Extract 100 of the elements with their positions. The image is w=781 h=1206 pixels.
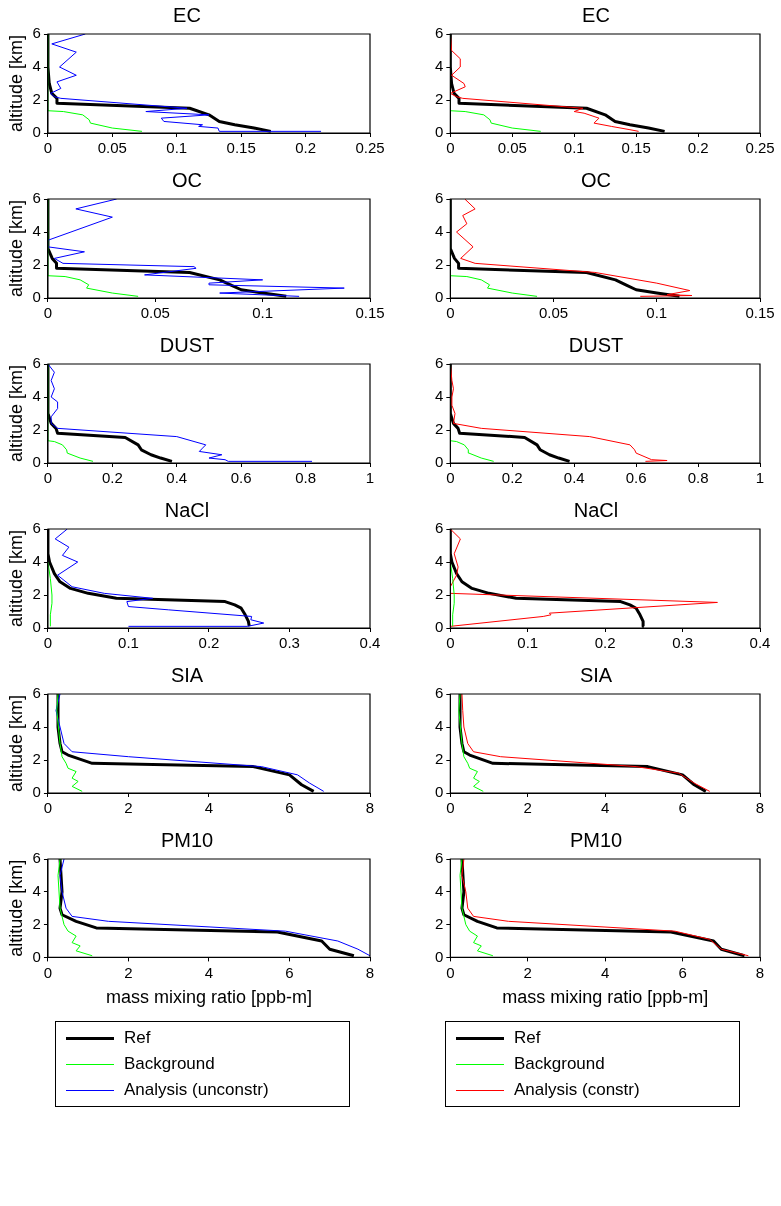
y-tick-label: 6 [435, 849, 444, 867]
x-tick-label: 0.25 [355, 139, 385, 157]
x-tick-label: 4 [601, 963, 610, 981]
x-tick-label: 2 [523, 963, 532, 981]
y-tick-label: 6 [32, 849, 41, 867]
x-axis-title: mass mixing ratio [ppb-m] [105, 987, 312, 1008]
x-tick-label: 0.1 [252, 304, 274, 322]
y-tick-label: 0 [32, 783, 41, 801]
y-tick-label: 4 [32, 57, 41, 75]
y-tick-label: 4 [435, 717, 444, 735]
y-tick-label: 2 [32, 90, 41, 108]
x-tick-label: 8 [755, 963, 765, 981]
x-tick-label: 0.1 [517, 634, 539, 652]
x-tick-label: 0 [43, 304, 53, 322]
x-tick-label: 0.05 [538, 304, 569, 322]
x-tick-label: 0 [446, 469, 455, 487]
chart-title: DUST [159, 333, 215, 356]
x-tick-label: 8 [365, 963, 375, 981]
chart-title: OC [581, 168, 611, 191]
y-tick-label: 4 [435, 222, 444, 240]
x-tick-label: 0.2 [295, 139, 317, 157]
y-tick-label: 6 [435, 354, 444, 372]
chart-title: EC [173, 3, 201, 26]
x-tick-label: 0.25 [745, 139, 775, 157]
y-tick-label: 0 [32, 123, 41, 141]
y-tick-label: 6 [435, 519, 444, 537]
x-tick-label: 0 [43, 634, 53, 652]
y-tick-label: 6 [435, 684, 444, 702]
x-tick-label: 0.2 [501, 469, 523, 487]
chart-title: NaCl [573, 498, 619, 521]
x-tick-label: 0 [446, 634, 455, 652]
y-tick-label: 2 [32, 255, 41, 273]
x-tick-label: 2 [124, 799, 133, 817]
x-tick-label: 0.4 [563, 469, 585, 487]
y-tick-label: 0 [32, 453, 41, 471]
y-tick-label: 0 [435, 123, 444, 141]
y-tick-label: 2 [435, 750, 444, 768]
x-tick-label: 0.2 [687, 139, 709, 157]
x-tick-label: 0 [43, 469, 53, 487]
x-tick-label: 0.1 [563, 139, 585, 157]
y-tick-label: 4 [32, 552, 41, 570]
x-tick-label: 4 [601, 799, 610, 817]
y-tick-label: 0 [435, 783, 444, 801]
y-tick-label: 0 [32, 947, 41, 965]
x-tick-label: 0.1 [118, 634, 139, 652]
y-tick-label: 0 [435, 453, 444, 471]
y-axis-title: altitude [km] [5, 364, 26, 463]
x-tick-label: 0.3 [672, 634, 694, 652]
y-tick-label: 0 [435, 288, 444, 306]
y-tick-label: 0 [32, 288, 41, 306]
x-tick-label: 0.2 [198, 634, 220, 652]
x-tick-label: 0.8 [687, 469, 709, 487]
y-tick-label: 0 [435, 618, 444, 636]
chart-title: EC [582, 3, 610, 26]
y-axis-title: altitude [km] [5, 859, 26, 957]
x-axis-title: mass mixing ratio [ppb-m] [502, 987, 709, 1008]
x-tick-label: 6 [678, 799, 687, 817]
chart-title: SIA [579, 663, 613, 686]
chart-title: NaCl [164, 498, 210, 521]
y-tick-label: 2 [32, 585, 41, 603]
x-tick-label: 6 [285, 799, 294, 817]
y-tick-label: 0 [32, 618, 41, 636]
x-tick-label: 0.4 [166, 469, 188, 487]
x-tick-label: 0.15 [226, 139, 256, 157]
y-tick-label: 4 [435, 552, 444, 570]
y-tick-label: 6 [435, 189, 444, 207]
y-tick-label: 0 [435, 947, 444, 965]
y-tick-label: 6 [32, 354, 41, 372]
y-axis-title: altitude [km] [5, 34, 26, 133]
x-tick-label: 2 [523, 799, 532, 817]
y-tick-label: 4 [32, 222, 41, 240]
legend-label: Analysis (constr) [514, 1080, 640, 1100]
y-axis-title: altitude [km] [5, 199, 26, 298]
y-tick-label: 4 [32, 387, 41, 405]
x-tick-label: 0 [446, 139, 455, 157]
x-tick-label: 0.3 [279, 634, 300, 652]
x-tick-label: 0.2 [101, 469, 123, 487]
x-tick-label: 0 [43, 139, 53, 157]
x-tick-label: 0.6 [230, 469, 252, 487]
x-tick-label: 1 [365, 469, 375, 487]
legend-label: Background [514, 1054, 605, 1074]
x-tick-label: 0.6 [625, 469, 647, 487]
x-tick-label: 0 [43, 963, 53, 981]
y-tick-label: 2 [435, 90, 444, 108]
x-tick-label: 1 [755, 469, 765, 487]
y-tick-label: 2 [435, 585, 444, 603]
x-tick-label: 0.1 [166, 139, 188, 157]
chart-title: SIA [170, 663, 204, 686]
x-tick-label: 0.2 [594, 634, 616, 652]
legend-label: Ref [124, 1028, 151, 1048]
y-tick-label: 4 [32, 717, 41, 735]
x-tick-label: 8 [755, 799, 765, 817]
chart-title: PM10 [569, 828, 623, 851]
y-axis-title: altitude [km] [5, 529, 26, 628]
x-tick-label: 4 [204, 799, 214, 817]
x-tick-label: 0.4 [359, 634, 381, 652]
x-tick-label: 6 [285, 963, 294, 981]
y-tick-label: 4 [435, 881, 444, 899]
x-tick-label: 2 [124, 963, 133, 981]
x-tick-label: 8 [365, 799, 375, 817]
